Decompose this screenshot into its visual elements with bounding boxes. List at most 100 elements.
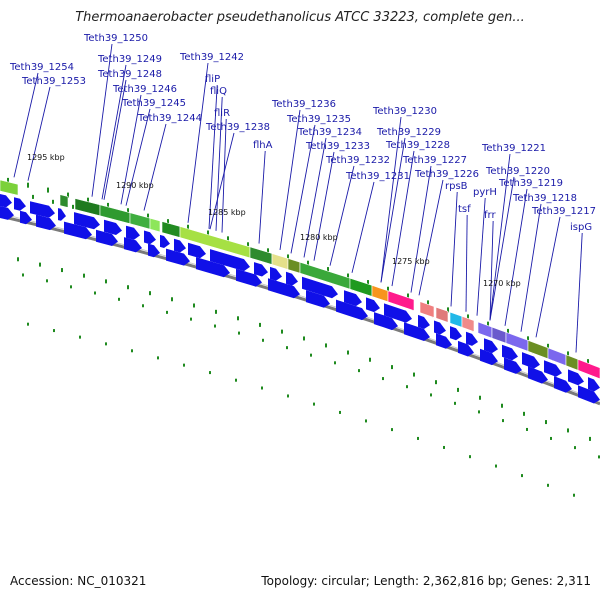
topology-text: Topology: circular; Length: 2,362,816 bp… [261, 574, 591, 588]
leader-line [103, 79, 127, 200]
leader-line [279, 109, 301, 251]
leader-line [520, 203, 542, 332]
leader-line [143, 123, 167, 211]
leader-line [215, 96, 223, 231]
gene-arrow [148, 243, 160, 258]
gene-label: Teth39_1231 [345, 171, 410, 182]
gene-arrow [166, 248, 190, 266]
leader-line [489, 153, 511, 321]
leader-line [489, 220, 494, 321]
gene-arrow [544, 360, 562, 377]
gene-arrow [306, 290, 330, 308]
gene-arrow [504, 357, 522, 374]
gene-label: Teth39_1238 [205, 122, 270, 133]
gene-label: Teth39_1245 [121, 98, 186, 109]
gene-label: rpsB [445, 181, 468, 192]
feature-bands [0, 179, 600, 380]
gene-label: Teth39_1253 [21, 76, 86, 87]
gene-label: frr [484, 210, 496, 221]
leader-line [120, 94, 142, 205]
feature-band [59, 194, 69, 208]
gene-label: flhA [253, 140, 273, 151]
gene-arrow [578, 385, 600, 404]
leader-line [187, 62, 209, 223]
gene-label: Teth39_1227 [402, 155, 467, 166]
gene-label: fliP [205, 74, 220, 85]
gene-arrow [554, 376, 572, 393]
leader-line [125, 108, 151, 206]
gene-label: Teth39_1220 [485, 166, 550, 177]
gene-label: Teth39_1221 [481, 143, 546, 154]
feature-band [387, 290, 415, 312]
leader-line [391, 150, 415, 287]
gene-arrow [104, 219, 122, 235]
gene-arrow [484, 338, 498, 354]
gene-arrow [384, 303, 412, 323]
gene-arrow [0, 206, 14, 220]
gene-arrow [254, 262, 268, 277]
gene-arrow [588, 377, 600, 392]
feature-band [565, 354, 579, 371]
gene-label: Teth39_1230 [372, 106, 437, 117]
leader-line [13, 72, 39, 178]
gene-label: Teth39_1236 [271, 99, 336, 110]
scale-label: 1290 kbp [116, 181, 154, 190]
gene-label: fliR [214, 108, 230, 119]
scale-label: 1270 kbp [483, 279, 521, 288]
leader-line [101, 64, 127, 200]
feature-band [287, 258, 301, 274]
leader-line [221, 118, 227, 233]
map-title: Thermoanaerobacter pseudethanolicus ATCC… [75, 10, 525, 25]
feature-band [491, 326, 507, 344]
feature-band [0, 179, 19, 196]
gene-label: Teth39_1226 [414, 169, 479, 180]
leader-line [410, 165, 432, 293]
scale-label: 1275 kbp [392, 257, 430, 266]
gene-arrow [336, 299, 368, 321]
gene-label: Teth39_1228 [385, 140, 450, 151]
gene-arrow [418, 314, 430, 329]
gene-label: Teth39_1249 [97, 54, 162, 65]
gene-arrow [210, 249, 250, 272]
gene-arrow [522, 352, 540, 369]
feature-band [461, 315, 475, 333]
leader-line [27, 86, 51, 181]
backbone-arc [0, 214, 600, 406]
gene-label: Teth39_1219 [498, 178, 563, 189]
feature-band [161, 221, 181, 238]
gene-label: Teth39_1254 [9, 62, 74, 73]
gene-arrow [30, 201, 55, 218]
label-leader-lines [13, 43, 583, 353]
leader-line [535, 216, 561, 338]
gene-labels[interactable]: Teth39_1254 Teth39_1253 Teth39_1250 Teth39_… [9, 33, 596, 233]
leader-line [303, 137, 327, 258]
accession-text: Accession: NC_010321 [10, 574, 147, 588]
leader-line [209, 132, 235, 230]
leader-line [575, 232, 583, 353]
gene-arrow [20, 210, 32, 225]
leader-line [208, 84, 218, 229]
leader-line [329, 165, 355, 266]
gene-arrow [58, 208, 66, 221]
leader-line [504, 188, 528, 326]
gene-label: Teth39_1250 [83, 33, 148, 44]
feature-band [371, 284, 389, 303]
feature-band [419, 301, 435, 318]
gene-arrow [160, 234, 170, 248]
gene-label: Teth39_1218 [512, 193, 577, 204]
gene-label: Teth39_1235 [286, 114, 351, 125]
gene-arrow [36, 214, 56, 231]
leader-line [489, 176, 515, 321]
gene-label: Teth39_1232 [325, 155, 390, 166]
gene-arrow [268, 278, 300, 299]
gene-arrow [458, 340, 474, 357]
gene-arrow [14, 197, 26, 211]
gene-label: Teth39_1217 [531, 206, 596, 217]
gene-arrow [374, 312, 398, 331]
feature-band [271, 253, 289, 270]
leader-line [476, 197, 486, 316]
gene-arrow [96, 229, 118, 246]
gene-arrows[interactable] [0, 194, 600, 404]
feature-band [577, 358, 600, 380]
